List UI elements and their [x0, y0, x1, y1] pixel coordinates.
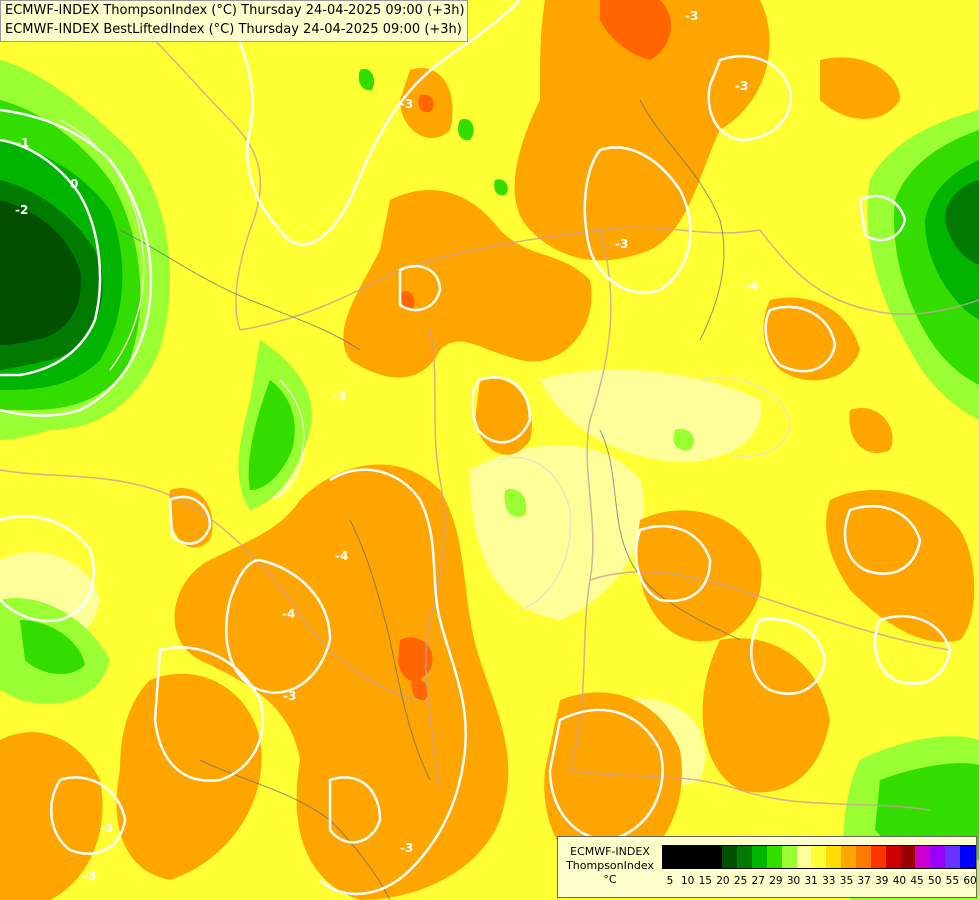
legend-tick: 5: [666, 875, 674, 887]
legend-tick: 30: [786, 875, 801, 887]
legend-tick: 35: [839, 875, 854, 887]
dark-orange-areas: [398, 0, 671, 701]
legend-tick: 20: [716, 875, 730, 887]
contour-label: -3: [615, 237, 628, 251]
contour-label: -3: [283, 689, 296, 703]
legend-swatch: [945, 846, 960, 868]
contour-lines: [0, 0, 952, 896]
legend-tick: 39: [875, 875, 889, 887]
legend-model-name: ECMWF-INDEX: [570, 845, 650, 858]
legend-tick: 60: [963, 875, 977, 887]
contour-label: -3: [400, 97, 413, 111]
legend-tick: 45: [910, 875, 924, 887]
legend-label: ECMWF-INDEX ThompsonIndex °C: [562, 845, 658, 887]
title-box: ECMWF-INDEX ThompsonIndex (°C) Thursday …: [0, 0, 468, 42]
legend-swatch: [930, 846, 946, 868]
rivers: [119, 99, 741, 900]
contour-label: -1: [16, 136, 29, 150]
legend-swatch: [870, 846, 886, 868]
legend-swatch: [826, 846, 842, 868]
legend-unit: °C: [603, 873, 617, 886]
contour-label: -3: [400, 841, 413, 855]
legend-tick: 55: [945, 875, 960, 887]
secondary-contours: [59, 119, 791, 611]
legend-swatch: [959, 846, 975, 868]
contour-label: -4: [745, 279, 758, 293]
legend-tick: 27: [751, 875, 765, 887]
legend-swatch: [707, 846, 723, 868]
contour-label: -3: [333, 389, 346, 403]
legend-variable-name: ThompsonIndex: [566, 859, 654, 872]
legend-swatch: [677, 846, 693, 868]
legend-tick-labels: 5 10 15 20 25 27 29 30 31 33 35 37 39 40 45 50 55 60: [662, 875, 977, 889]
legend-tick: 25: [733, 875, 748, 887]
contour-label: -3: [735, 79, 748, 93]
title-line-best-lifted-index: ECMWF-INDEX BestLiftedIndex (°C) Thursda…: [5, 22, 462, 37]
legend-swatch: [766, 846, 782, 868]
legend-swatch: [663, 846, 678, 868]
legend-swatch: [885, 846, 901, 868]
legend-tick: 50: [928, 875, 942, 887]
country-borders: [0, 0, 979, 811]
legend-swatch: [855, 846, 871, 868]
contour-label: 0: [70, 177, 78, 191]
contour-labels: -1 0 -2 -3 -3 -3 -3 -3 -4 -4 -3 -4 -3 -3…: [15, 9, 758, 883]
legend-swatch: [811, 846, 827, 868]
legend-tick: 15: [698, 875, 712, 887]
legend-swatch: [841, 846, 856, 868]
legend-tick: 40: [892, 875, 907, 887]
legend-tick: 31: [804, 875, 818, 887]
legend-swatch: [737, 846, 753, 868]
contour-label: -4: [335, 549, 348, 563]
color-legend: ECMWF-INDEX ThompsonIndex °C 5 10 15 20 25 27…: [557, 836, 977, 898]
title-line-thompson-index: ECMWF-INDEX ThompsonIndex (°C) Thursday …: [5, 3, 465, 18]
legend-swatch: [796, 846, 812, 868]
legend-tick: 37: [857, 875, 871, 887]
legend-tick: 10: [680, 875, 695, 887]
legend-tick: 33: [822, 875, 836, 887]
contour-label: -3: [83, 869, 96, 883]
contour-label: -3: [685, 9, 698, 23]
legend-tick: 29: [769, 875, 783, 887]
legend-swatch: [900, 846, 916, 868]
legend-swatch: [781, 846, 797, 868]
legend-swatch: [722, 846, 738, 868]
legend-swatch: [752, 846, 767, 868]
legend-color-scale: [662, 845, 976, 869]
legend-swatch: [915, 846, 931, 868]
contour-label: -4: [282, 607, 295, 621]
contour-label: -2: [15, 203, 28, 217]
legend-swatch: [692, 846, 708, 868]
contour-label: -3: [100, 821, 113, 835]
